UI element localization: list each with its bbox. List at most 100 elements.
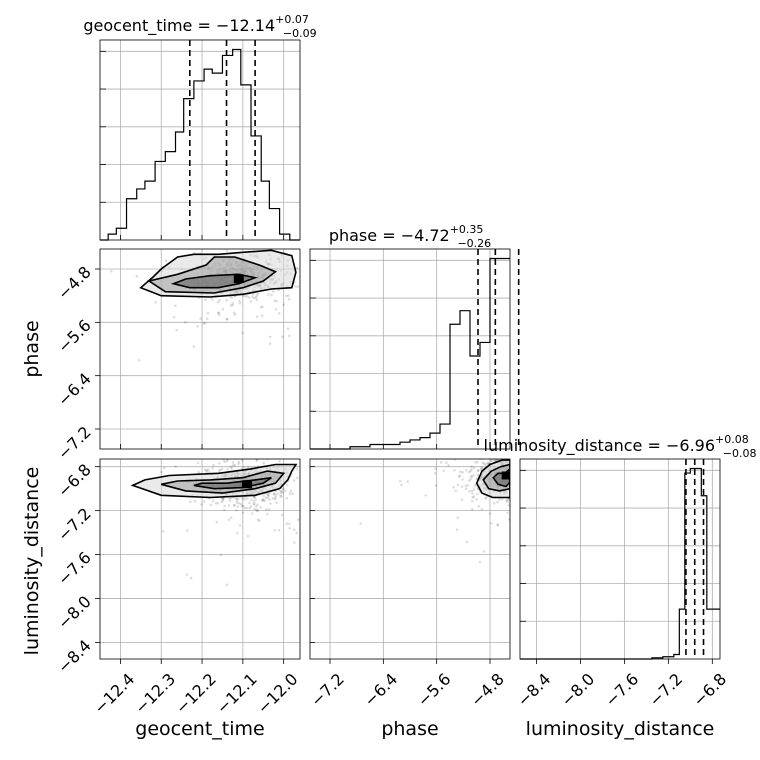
scatter-point — [511, 480, 514, 483]
scatter-point — [487, 455, 490, 458]
scatter-point — [515, 472, 518, 475]
scatter-point — [481, 461, 485, 465]
scatter-point — [513, 472, 516, 475]
scatter-point — [517, 459, 520, 462]
ylabel-luminosity-distance: luminosity_distance — [21, 467, 43, 656]
scatter-point — [516, 485, 519, 488]
scatter-point — [256, 518, 260, 522]
scatter-point — [478, 560, 482, 564]
scatter-point — [517, 457, 520, 460]
scatter-point — [545, 462, 548, 465]
scatter-point — [547, 498, 550, 501]
scatter-point — [220, 467, 224, 471]
scatter-point — [490, 459, 494, 463]
scatter-point — [238, 299, 241, 303]
ytick-label-luminosity-distance-1: −8.0 — [54, 592, 95, 633]
scatter-point — [507, 498, 510, 501]
scatter-point — [532, 480, 535, 483]
scatter-point — [530, 481, 533, 484]
scatter-point — [247, 296, 251, 299]
scatter-point — [220, 500, 224, 504]
scatter-point — [218, 313, 221, 317]
scatter-point — [485, 391, 488, 394]
scatter-point — [515, 475, 518, 478]
scatter-point — [221, 499, 225, 502]
scatter-point — [279, 493, 282, 497]
scatter-point — [230, 296, 234, 299]
scatter-point — [475, 477, 479, 481]
scatter-point — [459, 470, 462, 474]
scatter-point — [226, 468, 229, 471]
scatter-point — [226, 317, 229, 321]
scatter-point — [538, 522, 541, 525]
scatter-point — [262, 494, 266, 498]
scatter-point — [514, 467, 517, 470]
scatter-point — [528, 461, 531, 464]
scatter-point — [516, 472, 519, 475]
scatter-point — [541, 478, 544, 481]
scatter-point — [533, 478, 536, 481]
scatter-point — [548, 474, 551, 477]
scatter-point — [218, 298, 221, 302]
scatter-point — [184, 320, 187, 324]
scatter-point — [548, 476, 551, 479]
hist-panel-phase: phase = −4.72+0.35 −0.26 — [309, 223, 520, 450]
scatter-point — [266, 496, 270, 500]
scatter-point — [273, 497, 277, 501]
scatter-point — [511, 467, 514, 470]
scatter-point — [277, 288, 281, 292]
scatter-point — [206, 450, 209, 453]
scatter-point — [252, 503, 256, 506]
scatter-point — [255, 298, 259, 302]
scatter-point — [543, 477, 546, 480]
scatter-point — [274, 495, 277, 499]
scatter-point — [523, 479, 526, 482]
scatter-point — [186, 529, 189, 532]
scatter-point — [515, 473, 518, 476]
scatter-point — [273, 529, 277, 532]
scatter-point — [515, 479, 518, 482]
hist-step-phase — [310, 257, 510, 450]
marks-phase-hist — [310, 249, 520, 450]
scatter-point — [269, 502, 272, 505]
scatter-point — [517, 459, 520, 462]
scatter-point — [262, 461, 266, 465]
scatter-point — [206, 311, 210, 315]
scatter-point — [548, 481, 551, 484]
scatter-point — [424, 494, 428, 497]
scatter-point — [453, 459, 457, 461]
scatter-point — [472, 488, 476, 492]
scatter-point — [516, 471, 519, 474]
ylabel-phase: phase — [21, 320, 43, 377]
scatter-point — [267, 508, 271, 511]
frame-geocent-time-luminosity-distance — [99, 458, 301, 660]
scatter-point — [514, 485, 517, 488]
scatter-point — [298, 449, 301, 452]
scatter-point — [203, 468, 207, 471]
scatter-point — [484, 456, 487, 459]
scatter-point — [517, 475, 520, 478]
scatter-point — [285, 496, 289, 500]
scatter-point — [527, 461, 530, 464]
scatter-point — [287, 216, 290, 219]
density-peak-phase-luminosity-distance — [501, 471, 510, 480]
scatter-point — [453, 468, 456, 472]
scatter-point — [189, 500, 192, 504]
scatter-point — [474, 461, 477, 464]
scatter-point — [512, 466, 515, 469]
scatter-point — [513, 480, 516, 483]
scatter-point — [521, 479, 524, 482]
scatter-point — [249, 300, 253, 303]
scatter-point — [233, 313, 237, 316]
scatter-point — [490, 522, 493, 525]
scatter-point — [523, 477, 526, 480]
scatter-point — [221, 307, 225, 311]
scatter-point — [285, 483, 289, 487]
scatter-point — [193, 500, 197, 503]
scatter-point — [472, 474, 475, 477]
scatter-point — [526, 477, 529, 480]
scatter-point — [211, 467, 214, 470]
scatter-point — [235, 501, 239, 505]
scatter-point — [525, 455, 528, 458]
scatter-point — [226, 459, 229, 463]
